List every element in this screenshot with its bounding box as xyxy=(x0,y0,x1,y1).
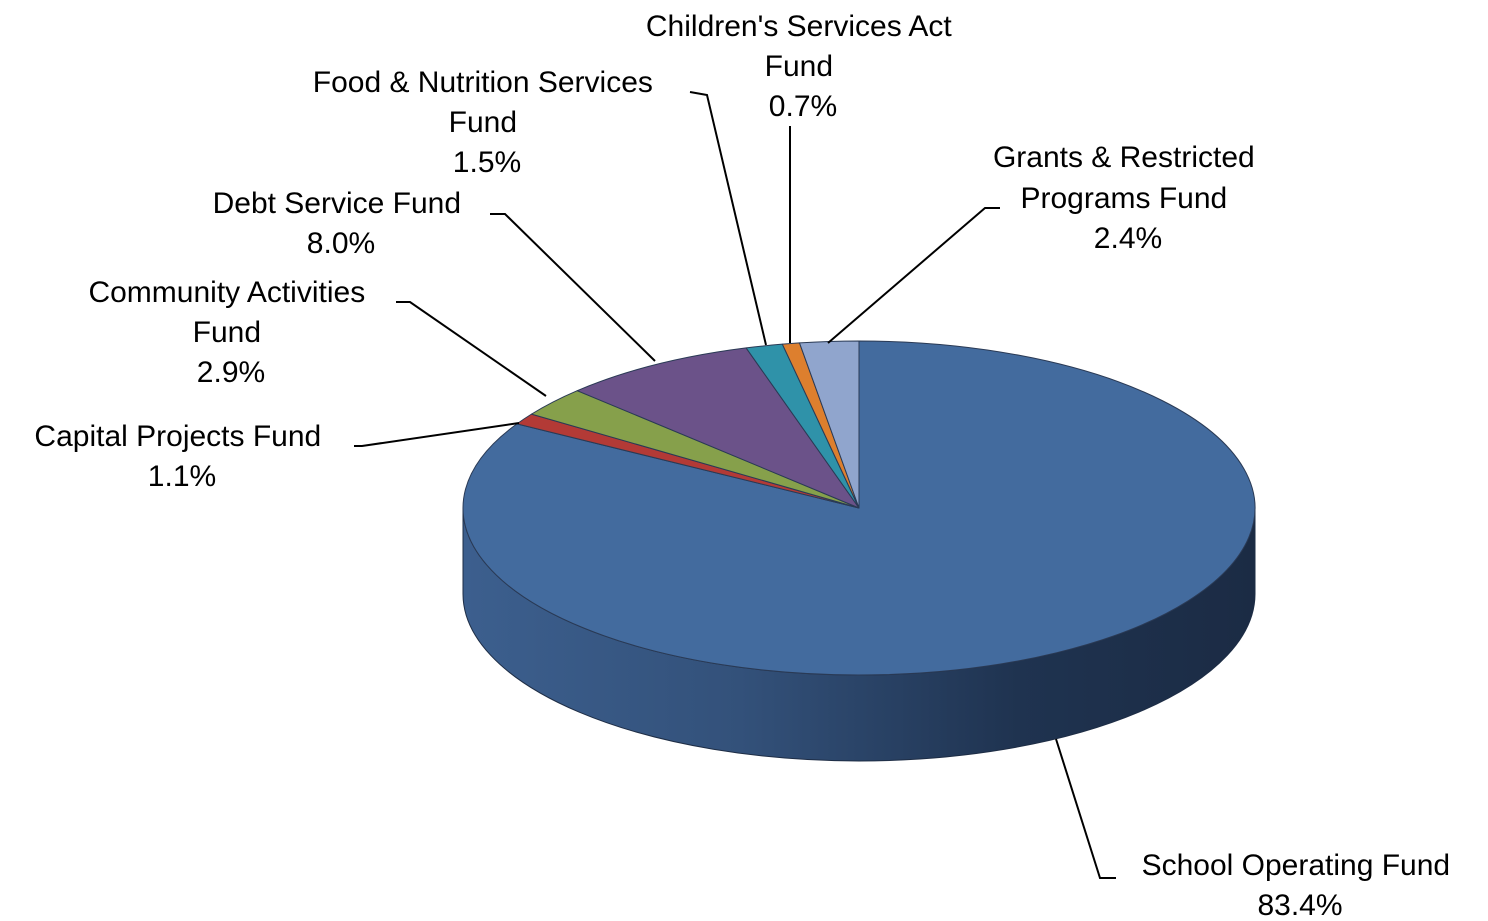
label-debt-service: Debt Service Fund 8.0% xyxy=(213,187,470,260)
leader-line-grants-restricted xyxy=(827,207,1000,344)
label-childrens-services: Children's Services Act Fund 0.7% xyxy=(646,10,960,123)
label-school-operating: School Operating Fund 83.4% xyxy=(1142,849,1459,921)
leader-line-capital-projects xyxy=(354,422,520,447)
leader-lines xyxy=(354,91,1116,879)
pie-slice-debt-service xyxy=(576,347,860,509)
label-grants-restricted: Grants & Restricted Programs Fund 2.4% xyxy=(993,141,1263,255)
leader-line-debt-service xyxy=(490,213,656,362)
pie-slices xyxy=(462,340,1256,676)
leader-line-community-activities xyxy=(396,301,547,397)
leader-line-school-operating xyxy=(1055,738,1116,879)
data-labels: School Operating Fund 83.4% Capital Proj… xyxy=(34,10,1459,921)
label-community-activities: Community Activities Fund 2.9% xyxy=(88,276,373,389)
leader-line-food-nutrition xyxy=(689,91,767,346)
label-capital-projects: Capital Projects Fund 1.1% xyxy=(34,420,329,493)
label-food-nutrition: Food & Nutrition Services Fund 1.5% xyxy=(313,66,661,179)
